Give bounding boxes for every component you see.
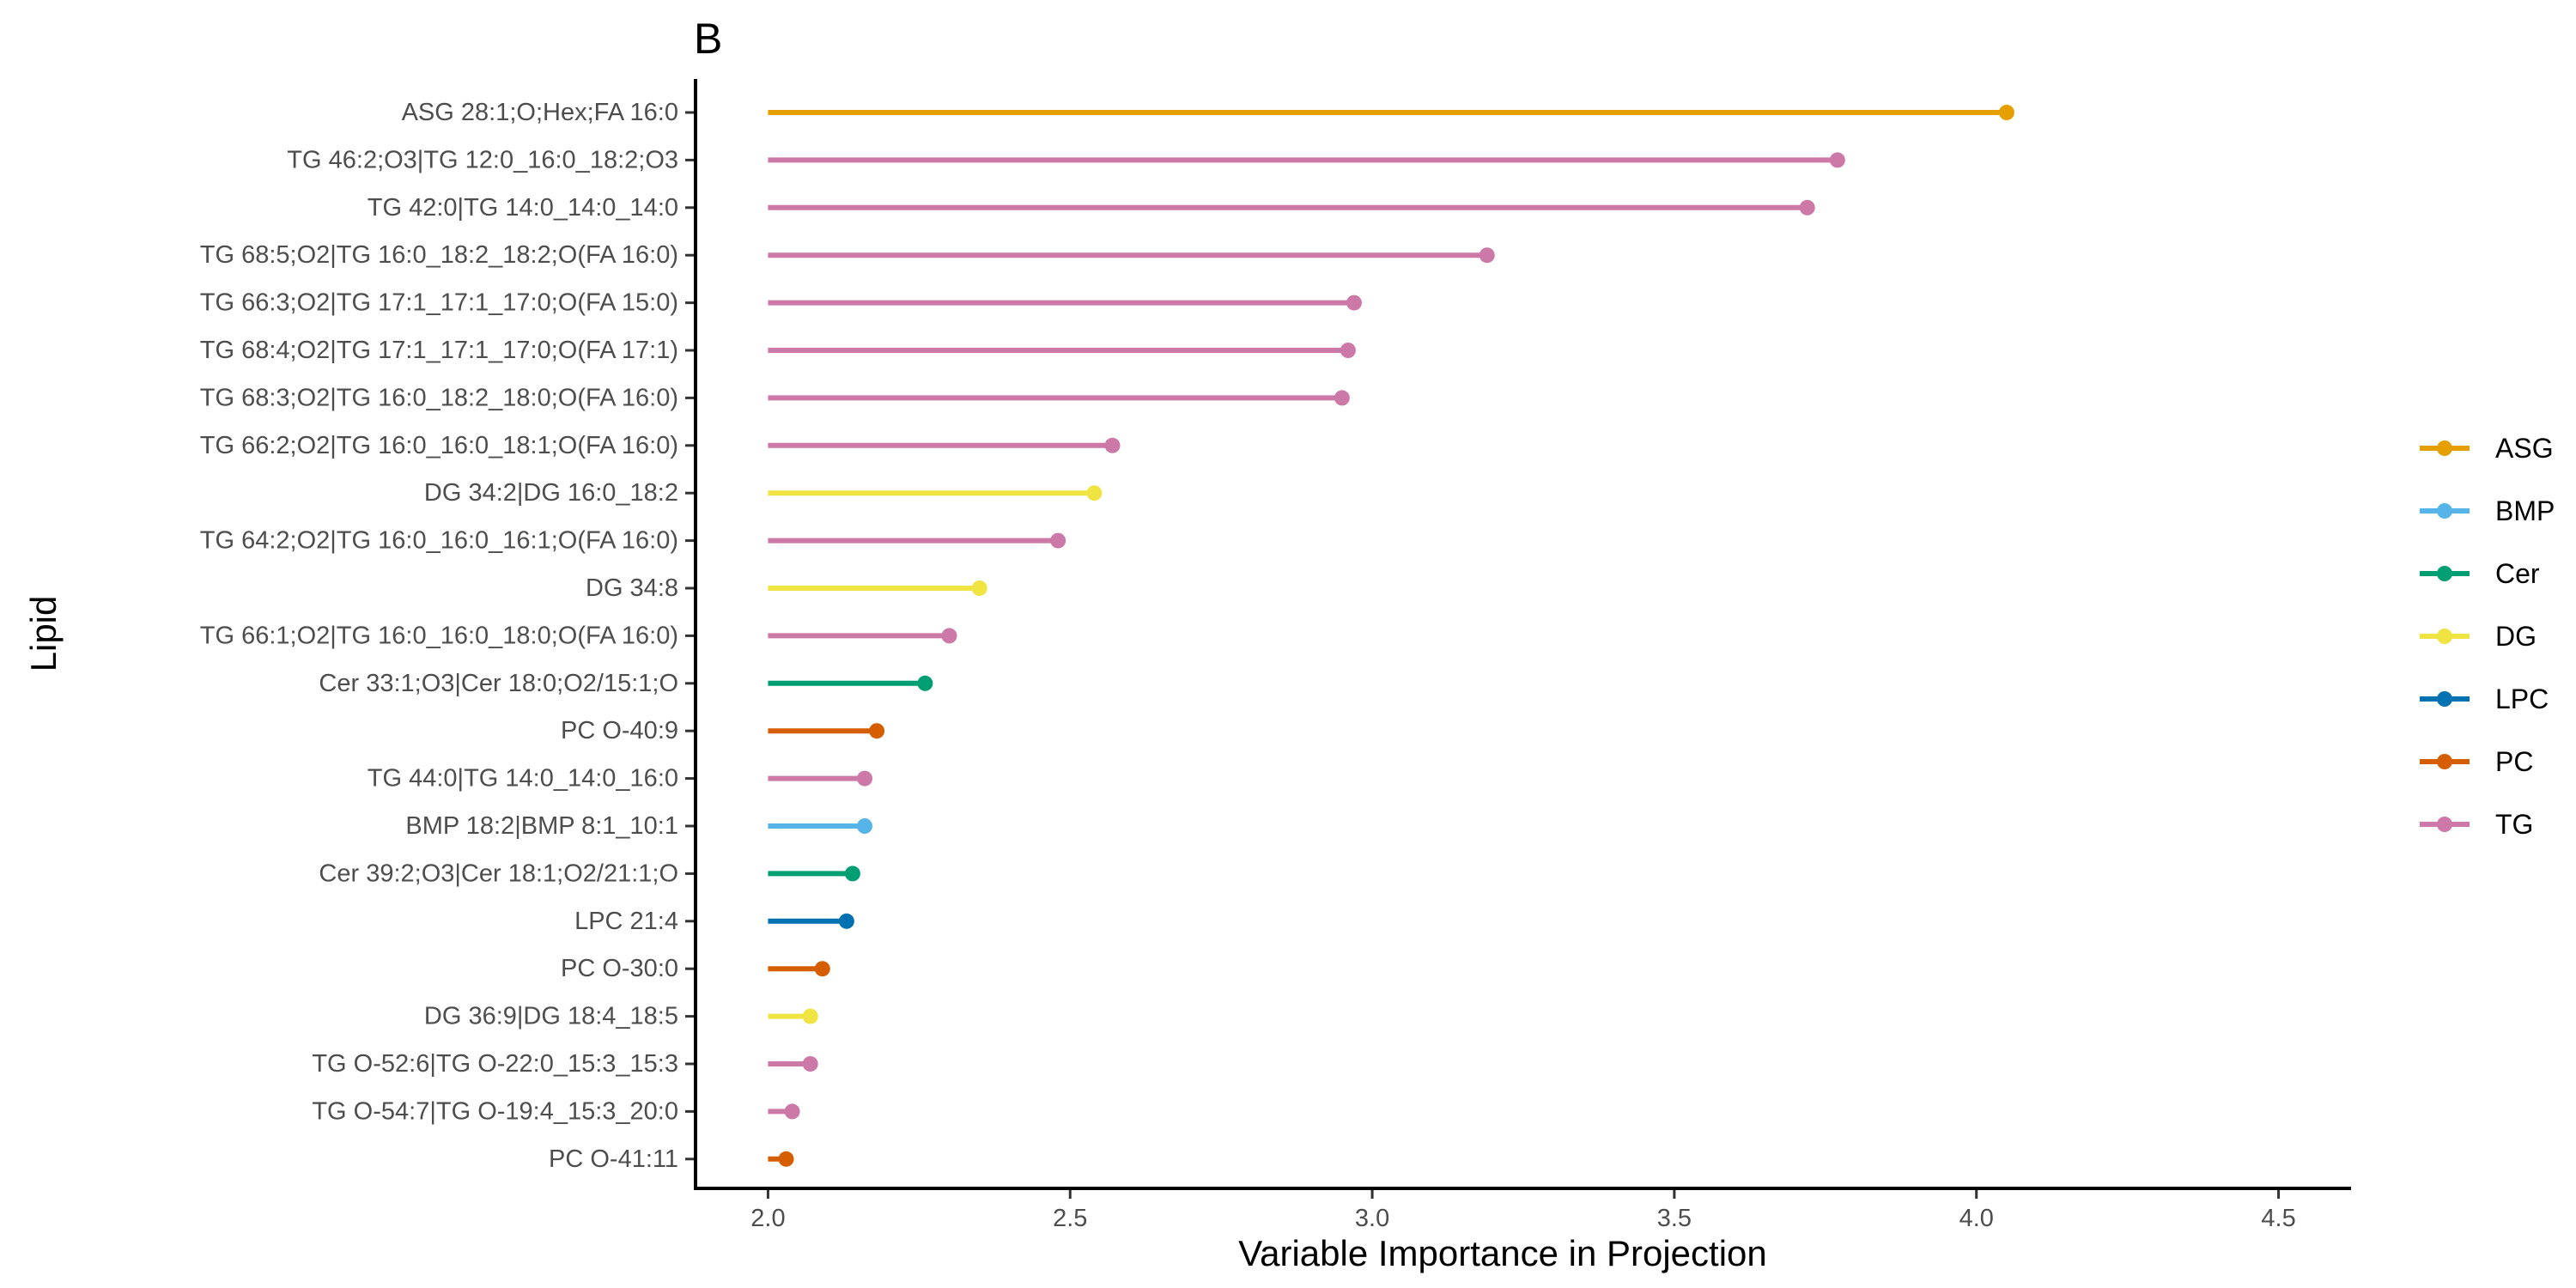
lollipop-point	[1340, 343, 1356, 358]
legend-item: Cer	[2420, 558, 2540, 589]
y-tick-label: LPC 21:4	[574, 908, 678, 935]
legend-item: DG	[2420, 621, 2537, 652]
lollipop-point	[814, 961, 830, 977]
legend-key-point	[2437, 691, 2452, 707]
y-tick-label: DG 34:8	[586, 574, 678, 602]
y-tick-label: PC O-40:9	[561, 717, 678, 744]
legend-key-point	[2437, 440, 2452, 456]
x-axis-ticks: 2.0 2.5 3.0 3.5 4.0 4.5	[750, 1188, 2296, 1232]
lollipop-point	[784, 1103, 800, 1120]
x-tick-label: 3.0	[1355, 1205, 1389, 1232]
lollipop-point	[971, 580, 987, 596]
legend-key-point	[2437, 503, 2452, 519]
legend-label: DG	[2495, 621, 2537, 652]
y-axis-title: Lipid	[23, 595, 64, 672]
legend-key-point	[2437, 754, 2452, 769]
lollipop-point	[802, 1056, 818, 1072]
lollipop-point	[838, 913, 854, 929]
y-tick-label: ASG 28:1;O;Hex;FA 16:0	[402, 99, 678, 126]
legend-key-point	[2437, 817, 2452, 832]
y-tick-label: TG 44:0|TG 14:0_14:0_16:0	[368, 765, 678, 793]
y-tick-label: PC O-30:0	[561, 955, 678, 982]
y-tick-label: BMP 18:2|BMP 8:1_10:1	[405, 812, 678, 840]
y-tick-label: TG 64:2;O2|TG 16:0_16:0_16:1;O(FA 16:0)	[200, 527, 678, 555]
legend-label: ASG	[2495, 433, 2554, 464]
lollipop-point	[857, 770, 873, 787]
legend-item: TG	[2420, 809, 2533, 840]
lollipop-point	[1086, 485, 1103, 501]
lollipop-point	[1829, 152, 1845, 168]
legend-label: Cer	[2495, 558, 2540, 589]
lollipop-point	[869, 723, 885, 739]
lollipop-point	[1104, 437, 1121, 453]
x-tick-label: 4.5	[2261, 1205, 2295, 1232]
lollipop-point	[1479, 247, 1495, 264]
legend-item: ASG	[2420, 433, 2554, 464]
x-tick-label: 2.5	[1053, 1205, 1087, 1232]
y-tick-label: TG 66:1;O2|TG 16:0_16:0_18:0;O(FA 16:0)	[200, 622, 678, 649]
y-tick-label: TG 66:3;O2|TG 17:1_17:1_17:0;O(FA 15:0)	[200, 289, 678, 317]
y-tick-label: TG O-52:6|TG O-22:0_15:3_15:3	[312, 1050, 678, 1078]
lollipop-point	[778, 1151, 794, 1167]
legend-key-point	[2437, 629, 2452, 644]
panel-label: B	[694, 15, 723, 63]
legend-label: PC	[2495, 746, 2533, 777]
y-tick-label: TG 42:0|TG 14:0_14:0_14:0	[368, 194, 678, 222]
y-tick-label: TG 68:4;O2|TG 17:1_17:1_17:0;O(FA 17:1)	[200, 337, 678, 364]
lollipop-point	[1346, 295, 1362, 311]
lollipop-point	[917, 675, 933, 691]
lollipop-point	[1050, 532, 1066, 549]
lollipop-point	[1334, 390, 1350, 406]
legend-item: PC	[2420, 746, 2533, 777]
y-axis-ticks: ASG 28:1;O;Hex;FA 16:0 TG 46:2;O3|TG 12:0…	[200, 99, 696, 1173]
x-tick-label: 3.5	[1657, 1205, 1692, 1232]
legend-item: BMP	[2420, 495, 2555, 526]
y-tick-label: TG 68:5;O2|TG 16:0_18:2_18:2;O(FA 16:0)	[200, 241, 678, 269]
y-tick-label: TG O-54:7|TG O-19:4_15:3_20:0	[312, 1097, 678, 1125]
legend-item: LPC	[2420, 683, 2549, 714]
y-tick-label: DG 36:9|DG 18:4_18:5	[424, 1003, 678, 1030]
lollipop-point	[1998, 105, 2014, 120]
y-tick-label: Cer 33:1;O3|Cer 18:0;O2/15:1;O	[319, 670, 678, 697]
lollipop-point	[941, 628, 957, 644]
y-tick-label: TG 66:2;O2|TG 16:0_16:0_18:1;O(FA 16:0)	[200, 432, 678, 459]
y-tick-label: Cer 39:2;O3|Cer 18:1;O2/21:1;O	[319, 860, 678, 887]
legend-label: BMP	[2495, 495, 2555, 526]
y-tick-label: TG 68:3;O2|TG 16:0_18:2_18:0;O(FA 16:0)	[200, 384, 678, 411]
y-tick-label: DG 34:2|DG 16:0_18:2	[424, 479, 678, 507]
legend: ASG BMP Cer DG LPC PC TG	[2420, 433, 2555, 840]
lollipop-point	[857, 818, 873, 834]
lollipop-point	[802, 1008, 818, 1024]
lollipop-point	[1799, 199, 1815, 216]
y-tick-label: PC O-41:11	[549, 1145, 678, 1173]
x-tick-label: 2.0	[750, 1205, 785, 1232]
legend-label: TG	[2495, 809, 2533, 840]
lollipop-point	[844, 866, 860, 882]
x-axis-title: Variable Importance in Projection	[1238, 1233, 1767, 1273]
legend-label: LPC	[2495, 683, 2549, 714]
lollipop-points	[778, 105, 2014, 1167]
legend-key-point	[2437, 566, 2452, 581]
x-tick-label: 4.0	[1959, 1205, 1994, 1232]
y-tick-label: TG 46:2;O3|TG 12:0_16:0_18:2;O3	[287, 146, 678, 173]
